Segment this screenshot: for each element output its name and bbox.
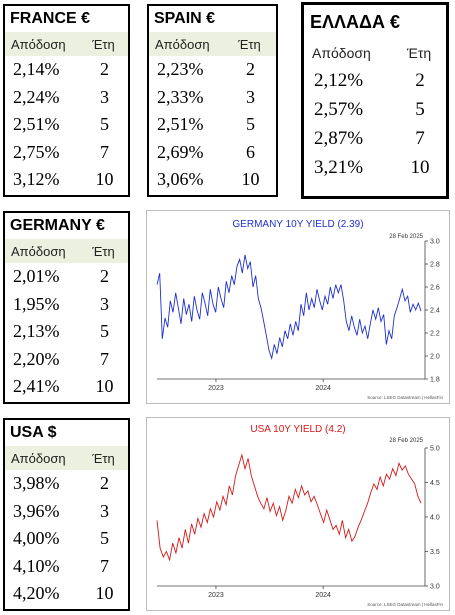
- table-header: Απόδοση Έτη: [5, 32, 128, 56]
- y-tick-label: 3.0: [430, 239, 440, 246]
- table-row: 2,12% 2: [314, 69, 425, 91]
- y-tick-label: 3.0: [430, 584, 440, 591]
- series-line: [156, 453, 422, 562]
- table-spain: SPAIN € Απόδοση Έτη 2,23% 2 2,33% 3 2,51% 5…: [147, 4, 278, 197]
- table-greece: ΕΛΛΑΔΑ € Απόδοση Έτη 2,12% 2 2,57% 5 2,87%…: [301, 2, 449, 199]
- table-title: FRANCE €: [10, 10, 91, 27]
- table-row: 2,23% 2: [157, 59, 255, 80]
- chart-date-label: 28 Feb 2025: [389, 438, 423, 444]
- table-row: 2,41% 10: [13, 376, 114, 397]
- table-row: 2,87% 7: [314, 127, 425, 149]
- chart-title: GERMANY 10Y YIELD (2.39): [232, 219, 363, 230]
- y-tick-label: 2.6: [430, 285, 440, 292]
- y-tick-label: 2.2: [430, 331, 440, 338]
- table-row: 2,51% 5: [13, 114, 109, 135]
- table-row: 3,96% 3: [13, 500, 109, 521]
- table-row: 4,10% 7: [13, 555, 109, 576]
- table-title: GERMANY €: [10, 217, 105, 234]
- table-row: 2,01% 2: [13, 266, 109, 287]
- y-tick-label: 2.4: [430, 308, 440, 315]
- y-tick-label: 4.5: [430, 480, 440, 487]
- table-france: FRANCE € Απόδοση Έτη 2,14% 2 2,24% 3 2,51%…: [3, 4, 130, 197]
- table-row: 2,20% 7: [13, 348, 109, 369]
- x-tick-label: 2024: [315, 385, 331, 392]
- table-header: Απόδοση Έτη: [5, 446, 128, 470]
- usa-yield-svg: USA 10Y YIELD (4.2) 28 Feb 2025 Source: …: [156, 424, 443, 607]
- x-tick-label: 2024: [315, 592, 331, 599]
- y-tick-label: 4.0: [430, 515, 440, 522]
- table-row: 3,12% 10: [13, 169, 114, 190]
- germany-yield-chart: GERMANY 10Y YIELD (2.39) 28 Feb 2025 Sou…: [146, 210, 450, 404]
- table-title: SPAIN €: [154, 10, 216, 27]
- table-row: 2,51% 5: [157, 114, 255, 135]
- table-row: 3,06% 10: [157, 169, 260, 190]
- table-row: 2,24% 3: [13, 86, 109, 107]
- y-tick-label: 5.0: [430, 446, 440, 453]
- chart-title: USA 10Y YIELD (4.2): [250, 424, 345, 435]
- table-header: Απόδοση Έτη: [304, 40, 446, 66]
- chart-date-label: 28 Feb 2025: [389, 234, 423, 240]
- table-row: 3,98% 2: [13, 473, 109, 494]
- table-germany: GERMANY € Απόδοση Έτη 2,01% 2 1,95% 3 2,13…: [3, 211, 130, 404]
- y-tick-label: 3.5: [430, 549, 440, 556]
- table-row: 2,57% 5: [314, 98, 425, 120]
- table-row: 3,21% 10: [314, 156, 430, 178]
- table-usa: USA $ Απόδοση Έτη 3,98% 2 3,96% 3 4,00% 5 4…: [3, 418, 130, 611]
- chart-source: Source: LSEG Datastream | HellasFin: [367, 395, 443, 400]
- usa-yield-chart: USA 10Y YIELD (4.2) 28 Feb 2025 Source: …: [146, 417, 450, 611]
- y-tick-label: 2.8: [430, 262, 440, 269]
- table-row: 1,95% 3: [13, 293, 109, 314]
- table-row: 2,13% 5: [13, 321, 109, 342]
- table-row: 2,33% 3: [157, 86, 255, 107]
- table-header: Απόδοση Έτη: [5, 239, 128, 263]
- x-tick-label: 2023: [208, 592, 224, 599]
- x-tick-label: 2023: [208, 385, 224, 392]
- table-title: ΕΛΛΑΔΑ €: [310, 12, 400, 32]
- series-line: [156, 254, 422, 361]
- y-tick-label: 2.0: [430, 354, 440, 361]
- table-header: Απόδοση Έτη: [149, 32, 276, 56]
- germany-yield-svg: GERMANY 10Y YIELD (2.39) 28 Feb 2025 Sou…: [156, 219, 443, 400]
- table-row: 2,14% 2: [13, 59, 109, 80]
- chart-source: Source: LSEG Datastream | HellasFin: [367, 602, 443, 607]
- table-title: USA $: [10, 424, 57, 441]
- table-row: 2,69% 6: [157, 141, 255, 162]
- y-tick-label: 1.8: [430, 377, 440, 384]
- table-row: 2,75% 7: [13, 141, 109, 162]
- table-row: 4,00% 5: [13, 528, 109, 549]
- table-row: 4,20% 10: [13, 583, 114, 604]
